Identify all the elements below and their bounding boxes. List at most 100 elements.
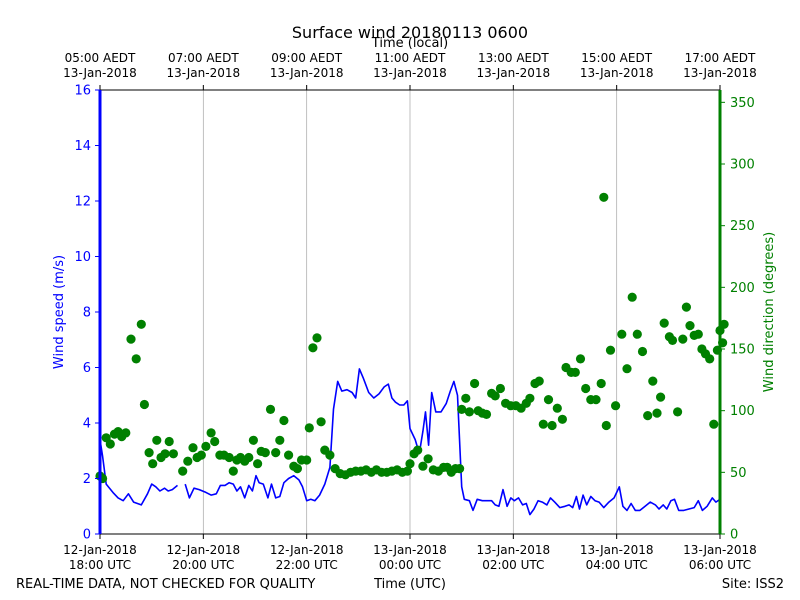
wind-direction-point [201, 441, 211, 451]
wind-direction-point [302, 455, 312, 465]
wind-direction-point [152, 435, 162, 445]
wind-direction-point [656, 392, 666, 402]
wind-direction-point [575, 354, 586, 364]
wind-direction-point [126, 334, 136, 344]
top-tick-label-time: 05:00 AEDT [65, 51, 136, 65]
wind-direction-point [538, 419, 548, 429]
wind-direction-point [284, 450, 294, 460]
wind-direction-point [596, 378, 606, 389]
wind-direction-point [705, 354, 715, 364]
bottom-tick-label-date: 13-Jan-2018 [683, 543, 757, 557]
wind-direction-point [139, 399, 149, 410]
right-tick-label: 50 [730, 466, 747, 481]
wind-direction-point [525, 393, 535, 403]
bottom-tick-label-time: 18:00 UTC [69, 558, 131, 572]
bottom-tick-label-time: 20:00 UTC [172, 558, 234, 572]
bottom-tick-label-time: 00:00 UTC [379, 558, 441, 572]
wind-direction-point [643, 411, 653, 421]
wind-direction-point [495, 383, 505, 394]
right-tick-label: 350 [730, 96, 755, 111]
left-tick-label: 10 [74, 250, 91, 265]
bottom-tick-label-date: 12-Jan-2018 [167, 543, 241, 557]
wind-direction-point [627, 292, 637, 302]
left-axis-label: Wind speed (m/s) [52, 255, 67, 369]
chart-title: Surface wind 20180113 0600 [292, 23, 528, 42]
wind-direction-point [413, 445, 423, 455]
wind-direction-point [464, 407, 474, 417]
wind-direction-point [188, 443, 198, 453]
wind-direction-point [253, 459, 263, 469]
wind-direction-point [557, 414, 568, 424]
wind-direction-point [210, 436, 220, 447]
wind-direction-point [105, 439, 115, 449]
wind-direction-point [667, 335, 678, 345]
wind-direction-point [325, 450, 335, 460]
wind-direction-point [405, 459, 415, 469]
wind-direction-point [543, 395, 554, 405]
wind-direction-point [244, 452, 254, 463]
wind-direction-point [622, 364, 632, 374]
bottom-tick-label-date: 13-Jan-2018 [580, 543, 654, 557]
right-tick-label: 200 [730, 281, 755, 296]
site-label: Site: ISS2 [722, 577, 784, 592]
wind-direction-point [178, 466, 188, 476]
wind-direction-point [685, 321, 695, 331]
wind-direction-point [224, 452, 234, 463]
bottom-tick-label-date: 12-Jan-2018 [63, 543, 137, 557]
wind-direction-point [260, 448, 270, 458]
wind-direction-point [148, 459, 158, 469]
left-tick-label: 2 [83, 472, 91, 487]
left-tick-label: 16 [74, 84, 91, 99]
wind-direction-point [481, 409, 492, 419]
bottom-tick-label-time: 04:00 UTC [586, 558, 648, 572]
wind-direction-point [304, 423, 314, 433]
wind-direction-point [196, 450, 206, 460]
bottom-tick-label-date: 12-Jan-2018 [270, 543, 344, 557]
left-tick-label: 8 [83, 306, 91, 321]
bottom-tick-label-date: 13-Jan-2018 [373, 543, 447, 557]
wind-direction-point [316, 417, 326, 427]
wind-direction-point [265, 404, 276, 414]
wind-direction-point [121, 428, 131, 438]
top-tick-label-time: 17:00 AEDT [685, 51, 756, 65]
wind-direction-point [693, 329, 703, 339]
quality-disclaimer: REAL-TIME DATA, NOT CHECKED FOR QUALITY [16, 577, 315, 592]
wind-direction-point [136, 319, 146, 329]
right-tick-label: 100 [730, 404, 755, 419]
top-tick-label-time: 15:00 AEDT [581, 51, 652, 65]
right-tick-label: 250 [730, 219, 755, 234]
wind-direction-point [534, 376, 544, 386]
wind-direction-point [206, 428, 216, 438]
right-axis-label: Wind direction (degrees) [762, 232, 777, 392]
bottom-tick-label-date: 13-Jan-2018 [477, 543, 551, 557]
wind-direction-point [599, 192, 609, 202]
wind-direction-point [183, 456, 193, 466]
wind-direction-point [228, 466, 238, 476]
wind-speed-line [184, 368, 721, 516]
wind-direction-point [591, 395, 601, 405]
wind-direction-point [248, 435, 258, 445]
wind-direction-point [164, 436, 174, 447]
right-tick-label: 300 [730, 158, 755, 173]
wind-direction-point [709, 419, 719, 429]
wind-direction-point [160, 449, 170, 459]
wind-direction-point [292, 464, 302, 474]
wind-direction-point [617, 329, 627, 339]
bottom-tick-label-time: 02:00 UTC [482, 558, 544, 572]
wind-direction-point [131, 354, 141, 364]
wind-direction-point [144, 448, 154, 458]
top-axis-label: Time (local) [371, 36, 448, 51]
wind-direction-point [552, 403, 562, 413]
wind-direction-point [457, 404, 467, 414]
top-tick-label-date: 13-Jan-2018 [63, 66, 137, 80]
wind-direction-point [637, 346, 648, 357]
left-tick-label: 12 [74, 195, 91, 210]
wind-direction-point [681, 302, 692, 312]
top-tick-label-time: 09:00 AEDT [271, 51, 342, 65]
wind-speed-line [99, 439, 179, 506]
wind-direction-point [275, 435, 285, 445]
bottom-axis-label: Time (UTC) [373, 577, 446, 592]
wind-direction-point [570, 367, 580, 377]
wind-direction-point [611, 401, 621, 411]
